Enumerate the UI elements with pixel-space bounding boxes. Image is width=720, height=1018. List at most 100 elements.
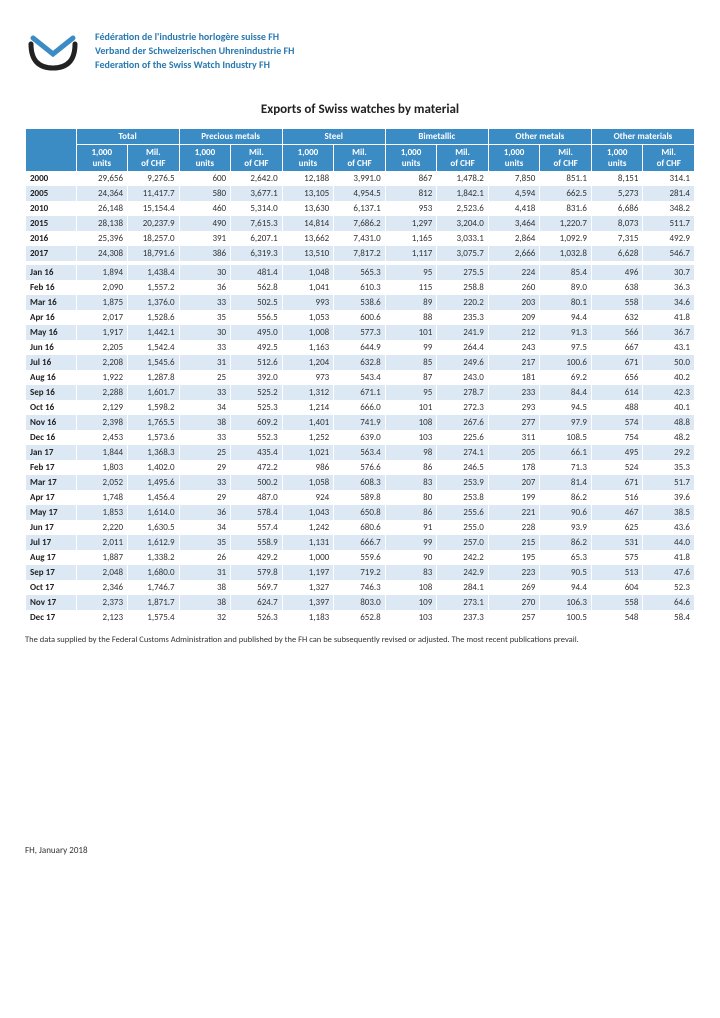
cell: 99 [385,340,437,355]
cell: 556.5 [231,310,283,325]
cell: 1,803 [76,460,128,475]
cell: 495.0 [231,325,283,340]
cell: 1,131 [282,535,334,550]
cell: 42.3 [643,385,695,400]
row-label: Jul 16 [26,355,77,370]
cell: 58.4 [643,610,695,625]
cell: 108 [385,415,437,430]
cell: 71.3 [540,460,592,475]
column-subheader: Mil.of CHF [643,145,695,172]
row-label: Jul 17 [26,535,77,550]
table-row: 201625,39618,257.03916,207.113,6627,431.… [26,231,695,246]
cell: 1,442.1 [128,325,180,340]
cell: 35.3 [643,460,695,475]
cell: 1,242 [282,520,334,535]
table-row: Nov 162,3981,765.538609.21,401741.910826… [26,415,695,430]
row-label: 2015 [26,216,77,231]
cell: 578.4 [231,505,283,520]
cell: 24,364 [76,186,128,201]
cell: 1,402.0 [128,460,180,475]
cell: 20,237.9 [128,216,180,231]
cell: 7,431.0 [334,231,386,246]
cell: 973 [282,370,334,385]
cell: 667 [591,340,643,355]
table-row: Aug 171,8871,338.226429.21,000559.690242… [26,550,695,565]
table-row: Jan 171,8441,368.325435.41,021563.498274… [26,445,695,460]
cell: 94.5 [540,400,592,415]
cell: 2,373 [76,595,128,610]
cell: 50.0 [643,355,695,370]
row-label: Feb 17 [26,460,77,475]
cell: 1,338.2 [128,550,180,565]
cell: 577.3 [334,325,386,340]
header: Fédération de l'industrie horlogère suis… [25,30,695,72]
cell: 103 [385,430,437,445]
cell: 650.8 [334,505,386,520]
table-row: Jun 172,2201,630.534557.41,242680.691255… [26,520,695,535]
cell: 562.8 [231,280,283,295]
cell: 199 [488,490,540,505]
cell: 44.0 [643,535,695,550]
cell: 293 [488,400,540,415]
cell: 228 [488,520,540,535]
cell: 51.7 [643,475,695,490]
cell: 487.0 [231,490,283,505]
cell: 272.3 [437,400,489,415]
org-name-de: Verband der Schweizerischen Uhrenindustr… [95,44,294,58]
cell: 538.6 [334,295,386,310]
row-label: Sep 16 [26,385,77,400]
cell: 6,207.1 [231,231,283,246]
cell: 460 [179,201,231,216]
cell: 1,573.6 [128,430,180,445]
cell: 80.1 [540,295,592,310]
cell: 1,575.4 [128,610,180,625]
cell: 1,397 [282,595,334,610]
cell: 1,368.3 [128,445,180,460]
row-label: Apr 16 [26,310,77,325]
row-label: May 17 [26,505,77,520]
cell: 41.8 [643,310,695,325]
cell: 1,021 [282,445,334,460]
cell: 26 [179,550,231,565]
cell: 6,628 [591,246,643,261]
cell: 812 [385,186,437,201]
cell: 36 [179,505,231,520]
cell: 257.0 [437,535,489,550]
cell: 38.5 [643,505,695,520]
cell: 1,376.0 [128,295,180,310]
cell: 2,090 [76,280,128,295]
cell: 178 [488,460,540,475]
cell: 2,346 [76,580,128,595]
table-row: Feb 162,0901,557.236562.81,041610.311525… [26,280,695,295]
cell: 1,312 [282,385,334,400]
cell: 495 [591,445,643,460]
cell: 609.2 [231,415,283,430]
cell: 36.3 [643,280,695,295]
cell: 1,528.6 [128,310,180,325]
row-label: Oct 17 [26,580,77,595]
cell: 558.9 [231,535,283,550]
cell: 86.2 [540,490,592,505]
table-row: Jun 162,2051,542.433492.51,163644.999264… [26,340,695,355]
row-label: 2005 [26,186,77,201]
cell: 106.3 [540,595,592,610]
row-label: 2000 [26,171,77,186]
cell: 1,680.0 [128,565,180,580]
column-group: Steel [282,129,385,145]
cell: 1,287.8 [128,370,180,385]
cell: 253.9 [437,475,489,490]
cell: 1,542.4 [128,340,180,355]
cell: 94.4 [540,580,592,595]
cell: 34 [179,520,231,535]
cell: 33 [179,295,231,310]
cell: 207 [488,475,540,490]
cell: 1,853 [76,505,128,520]
cell: 5,273 [591,186,643,201]
cell: 1,844 [76,445,128,460]
cell: 85 [385,355,437,370]
cell: 7,686.2 [334,216,386,231]
cell: 1,917 [76,325,128,340]
cell: 33 [179,430,231,445]
cell: 281.4 [643,186,695,201]
cell: 38 [179,415,231,430]
